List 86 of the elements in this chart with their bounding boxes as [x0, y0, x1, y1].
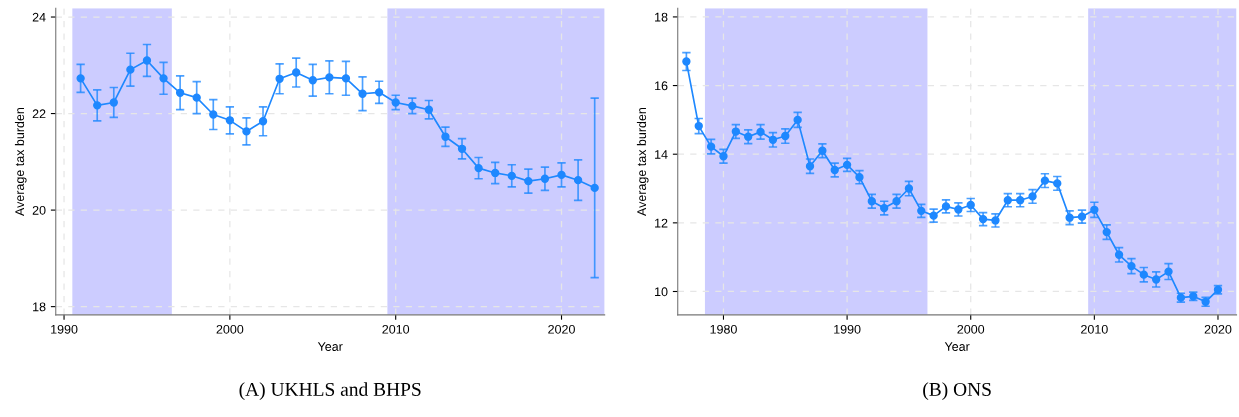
point — [1065, 213, 1074, 222]
point — [706, 142, 716, 151]
point — [682, 57, 691, 66]
point — [325, 73, 334, 82]
text: (B) ONS — [923, 382, 991, 400]
point — [391, 98, 400, 107]
point — [209, 110, 218, 119]
point — [793, 115, 802, 125]
point — [424, 105, 434, 114]
point — [109, 98, 118, 107]
point — [904, 184, 914, 193]
x-tick-label: 1990 — [51, 324, 78, 334]
point — [308, 76, 317, 85]
point — [76, 74, 85, 83]
x-tick-label: 2010 — [382, 324, 410, 334]
point — [1040, 176, 1050, 185]
point — [744, 132, 753, 141]
point — [258, 117, 268, 126]
point — [573, 176, 583, 185]
point — [1028, 192, 1037, 201]
point — [192, 93, 201, 102]
text: (A) UKHLS and BHPS — [239, 382, 421, 400]
y-tick-label: 16 — [655, 81, 668, 91]
point — [126, 65, 135, 74]
point — [292, 68, 301, 77]
x-axis-title: Year — [944, 342, 970, 351]
point — [142, 56, 152, 65]
point — [408, 101, 417, 111]
point — [719, 152, 728, 161]
point — [781, 131, 790, 141]
y-tick-label: 12 — [655, 218, 668, 228]
point — [1139, 270, 1148, 279]
y-tick-label: 18 — [655, 12, 668, 22]
x-tick-label: 2000 — [957, 324, 985, 334]
y-axis-title: Average tax burden — [14, 107, 27, 216]
point — [491, 168, 500, 178]
point — [474, 163, 483, 173]
point — [892, 197, 901, 206]
point — [1077, 212, 1087, 221]
point — [1102, 227, 1111, 237]
point — [242, 127, 251, 136]
point — [275, 74, 284, 83]
point — [1114, 250, 1124, 259]
point — [457, 144, 467, 153]
point — [159, 74, 168, 83]
x-tick-label: 1980 — [710, 324, 737, 334]
y-tick-label: 18 — [33, 302, 46, 312]
x-tick-label: 2020 — [548, 324, 575, 334]
point — [507, 171, 516, 180]
point — [358, 89, 367, 98]
point — [867, 197, 876, 206]
point — [590, 183, 599, 193]
point — [731, 127, 741, 136]
y-tick-label: 20 — [32, 205, 46, 215]
point — [524, 176, 533, 186]
point — [855, 173, 864, 182]
point — [1127, 261, 1136, 271]
y-tick-label: 24 — [32, 12, 46, 22]
y-tick-label: 22 — [32, 109, 46, 119]
x-tick-label: 2000 — [216, 324, 244, 334]
y-axis-title: Average tax burden — [636, 107, 649, 216]
point — [818, 146, 827, 155]
point — [374, 88, 384, 97]
point — [756, 127, 765, 137]
point — [93, 101, 102, 110]
point — [1090, 205, 1099, 214]
point — [1016, 196, 1025, 205]
x-axis-title: Year — [317, 342, 343, 351]
point — [341, 74, 351, 83]
point — [805, 162, 815, 171]
point — [1151, 275, 1161, 284]
x-tick-label: 2010 — [1081, 324, 1108, 334]
y-tick-label: 10 — [655, 287, 668, 297]
point — [441, 132, 450, 141]
point — [1053, 179, 1062, 188]
point — [540, 174, 550, 183]
point — [225, 116, 235, 125]
point — [175, 88, 185, 97]
y-tick-label: 14 — [655, 150, 668, 159]
x-tick-label: 2020 — [1204, 324, 1232, 334]
point — [1164, 267, 1173, 276]
x-tick-label: 1990 — [834, 324, 861, 334]
point — [1003, 196, 1012, 205]
point — [768, 135, 778, 144]
point — [694, 121, 703, 131]
point — [557, 170, 566, 180]
